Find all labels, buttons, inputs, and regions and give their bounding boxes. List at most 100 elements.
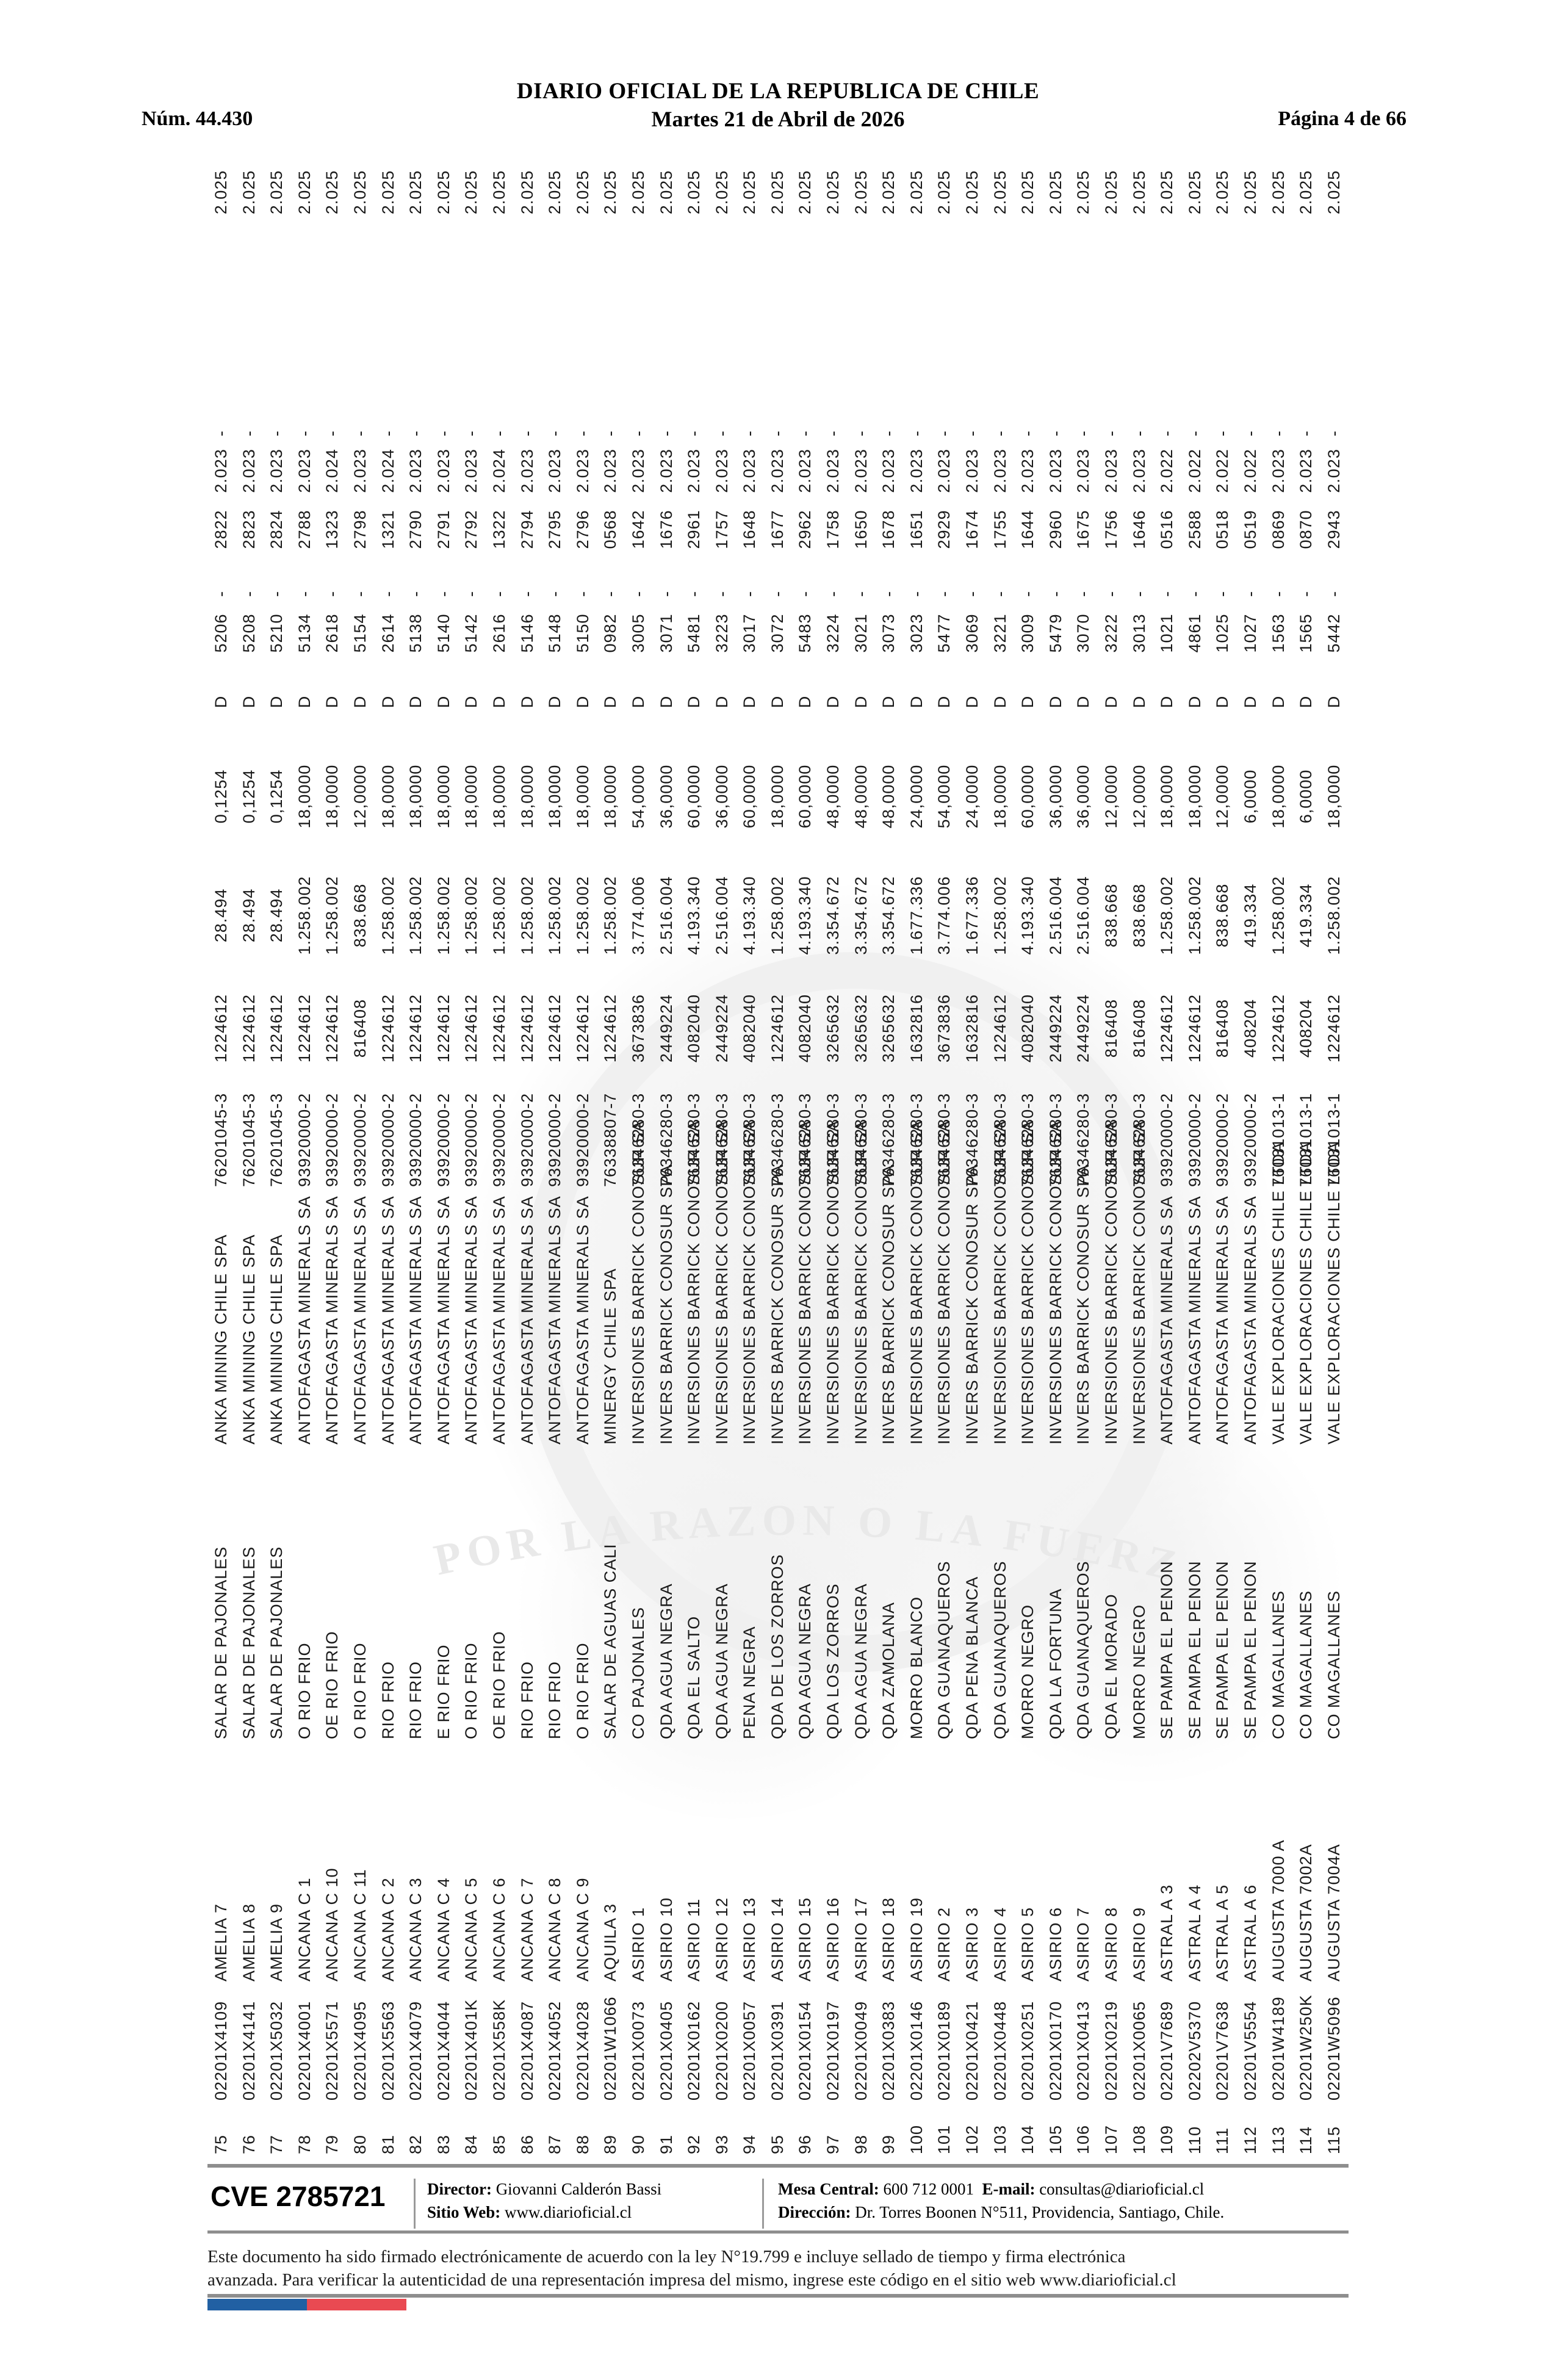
issue-number: Núm. 44.430 — [142, 107, 253, 130]
cell-fojas: 5138 — [406, 613, 425, 653]
cell-d: D — [796, 695, 815, 709]
cell-fojas: 1025 — [1213, 613, 1232, 653]
cell-area: 18,0000 — [406, 764, 425, 829]
cell-amount: 838.668 — [1102, 883, 1120, 948]
cell-company: VALE EXPLORACIONES CHILE LTDA — [1297, 1141, 1316, 1444]
cell-name: ANCANA C 4 — [434, 1877, 453, 1982]
cell-dash1: - — [740, 591, 759, 597]
cell-utm: 1224612 — [573, 993, 592, 1063]
divider — [207, 2164, 1349, 2168]
table-row: 84 02201X401K ANCANA C 5 O RIO FRIO ANTOFAGA… — [458, 165, 486, 2154]
cell-d: D — [1046, 695, 1065, 709]
page-title: DIARIO OFICIAL DE LA REPUBLICA DE CHILE — [516, 79, 1040, 104]
cell-dash2: - — [239, 430, 258, 436]
cell-code: 02201X4095 — [350, 2000, 369, 2101]
cell-fojas: 3023 — [907, 613, 926, 653]
cell-rut: 76346280-3 — [768, 1092, 787, 1187]
cell-dash2: - — [517, 430, 536, 436]
cell-name: ASIRIO 16 — [824, 1897, 843, 1982]
cell-amount: 3.774.006 — [629, 876, 647, 955]
cell-rut: 76338807-7 — [601, 1092, 620, 1187]
cell-code: 02201X0448 — [990, 2000, 1009, 2101]
cell-utm: 1224612 — [212, 993, 230, 1063]
cell-area: 24,0000 — [907, 764, 926, 829]
cell-anio_pago: 2.025 — [517, 170, 536, 215]
cell-name: ANCANA C 6 — [489, 1877, 508, 1982]
cell-num: 98 — [851, 2134, 870, 2154]
cell-rut: 76346280-3 — [907, 1092, 926, 1187]
website-url[interactable]: www.diarioficial.cl — [505, 2203, 632, 2221]
cell-d: D — [434, 695, 453, 709]
cell-dash1: - — [629, 591, 647, 597]
cell-dash2: - — [378, 430, 397, 436]
cell-code: 02201X0197 — [824, 2000, 843, 2101]
cell-d: D — [1018, 695, 1037, 709]
cell-name: ASIRIO 6 — [1046, 1906, 1065, 1982]
cell-area: 18,0000 — [434, 764, 453, 829]
cell-name: ANCANA C 8 — [546, 1877, 564, 1982]
cell-num: 83 — [434, 2134, 453, 2154]
cell-rut: 76346280-3 — [629, 1092, 647, 1187]
cell-utm: 1224612 — [546, 993, 564, 1063]
table-row: 75 02201X4109 AMELIA 7 SALAR DE PAJONALES AN… — [207, 165, 236, 2154]
cell-rut: 93920000-2 — [517, 1092, 536, 1187]
email-address[interactable]: consultas@diarioficial.cl — [1039, 2180, 1205, 2198]
cell-area: 60,0000 — [685, 764, 704, 829]
cell-d: D — [907, 695, 926, 709]
table-row: 103 02201X0448 ASIRIO 4 QDA GUANAQUEROS INVE… — [987, 165, 1015, 2154]
divider — [207, 2294, 1349, 2298]
cell-area: 12,0000 — [1102, 764, 1120, 829]
cell-code: 02201X0219 — [1102, 2000, 1120, 2101]
cell-d: D — [239, 695, 258, 709]
cell-location: QDA AGUA NEGRA — [712, 1583, 731, 1739]
cell-location: SE PAMPA EL PENON — [1185, 1560, 1204, 1739]
cell-anio_pago: 2.025 — [350, 170, 369, 215]
cell-area: 48,0000 — [879, 764, 898, 829]
cell-area: 18,0000 — [573, 764, 592, 829]
cell-utm: 1632816 — [963, 993, 982, 1063]
cell-rut: 93920000-2 — [406, 1092, 425, 1187]
cell-anio_pago: 2.025 — [768, 170, 787, 215]
table-row: 96 02201X0154 ASIRIO 15 QDA AGUA NEGRA INVER… — [791, 165, 819, 2154]
cell-num: 89 — [601, 2134, 620, 2154]
table-row: 97 02201X0197 ASIRIO 16 QDA LOS ZORROS INVER… — [819, 165, 848, 2154]
table-row: 99 02201X0383 ASIRIO 18 QDA ZAMOLANA INVERS … — [875, 165, 903, 2154]
cell-rut: 76201045-3 — [212, 1092, 230, 1187]
cell-fojas: 3009 — [1018, 613, 1037, 653]
cell-anio_pago: 2.025 — [212, 170, 230, 215]
cell-anio_pago: 2.025 — [629, 170, 647, 215]
cell-utm: 1224612 — [990, 993, 1009, 1063]
cell-fojas: 1027 — [1241, 613, 1259, 653]
cell-area: 48,0000 — [851, 764, 870, 829]
director-name: Giovanni Calderón Bassi — [495, 2180, 662, 2198]
cell-name: ANCANA C 7 — [517, 1877, 536, 1982]
cell-dash1: - — [378, 591, 397, 597]
cell-fojas: 3221 — [990, 613, 1009, 653]
cell-location: MORRO BLANCO — [907, 1596, 926, 1739]
cell-area: 18,0000 — [1185, 764, 1204, 829]
cell-company: ANTOFAGASTA MINERALS SA — [434, 1195, 453, 1444]
cell-dash1: - — [1213, 591, 1232, 597]
cell-name: AUGUSTA 7002A — [1297, 1844, 1316, 1982]
cell-company: ANTOFAGASTA MINERALS SA — [1213, 1195, 1232, 1444]
cell-fojas: 1565 — [1297, 613, 1316, 653]
cell-fojas: 3072 — [768, 613, 787, 653]
cell-anio_pago: 2.025 — [963, 170, 982, 215]
cell-code: 02201X0391 — [768, 2000, 787, 2101]
page-date: Martes 21 de Abril de 2026 — [651, 107, 905, 131]
cell-dash2: - — [350, 430, 369, 436]
cell-code: 02201X0170 — [1046, 2000, 1065, 2101]
table-row: 105 02201X0170 ASIRIO 6 QDA LA FORTUNA INVER… — [1042, 165, 1070, 2154]
cell-fojas: 5208 — [239, 613, 258, 653]
cell-location: SALAR DE PAJONALES — [239, 1546, 258, 1739]
cell-amount: 838.668 — [1213, 883, 1232, 948]
table-row: 94 02201X0057 ASIRIO 13 PENA NEGRA INVERSION… — [736, 165, 764, 2154]
cell-rut: 76346280-3 — [1046, 1092, 1065, 1187]
cell-name: ASIRIO 12 — [712, 1897, 731, 1982]
cell-name: ASIRIO 18 — [879, 1897, 898, 1982]
cell-fojas: 2614 — [378, 613, 397, 653]
cell-company: MINERGY CHILE SPA — [601, 1268, 620, 1444]
cell-location: QDA GUANAQUEROS — [990, 1560, 1009, 1739]
cell-utm: 2449224 — [712, 993, 731, 1063]
cell-rut: 76346280-3 — [740, 1092, 759, 1187]
